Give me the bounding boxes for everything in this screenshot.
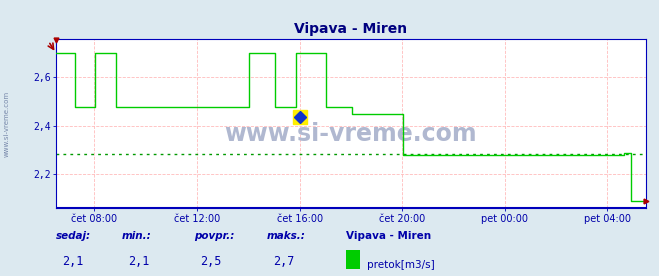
Title: Vipava - Miren: Vipava - Miren: [295, 22, 407, 36]
Text: povpr.:: povpr.:: [194, 231, 235, 241]
Text: 2,1: 2,1: [128, 255, 149, 268]
Text: 2,1: 2,1: [62, 255, 83, 268]
Text: www.si-vreme.com: www.si-vreme.com: [225, 122, 477, 146]
Text: sedaj:: sedaj:: [56, 231, 91, 241]
Text: www.si-vreme.com: www.si-vreme.com: [3, 91, 10, 157]
Text: pretok[m3/s]: pretok[m3/s]: [367, 260, 435, 270]
Text: Vipava - Miren: Vipava - Miren: [346, 231, 431, 241]
Text: 2,7: 2,7: [273, 255, 294, 268]
Text: min.:: min.:: [122, 231, 152, 241]
Text: 2,5: 2,5: [200, 255, 221, 268]
Text: maks.:: maks.:: [267, 231, 306, 241]
